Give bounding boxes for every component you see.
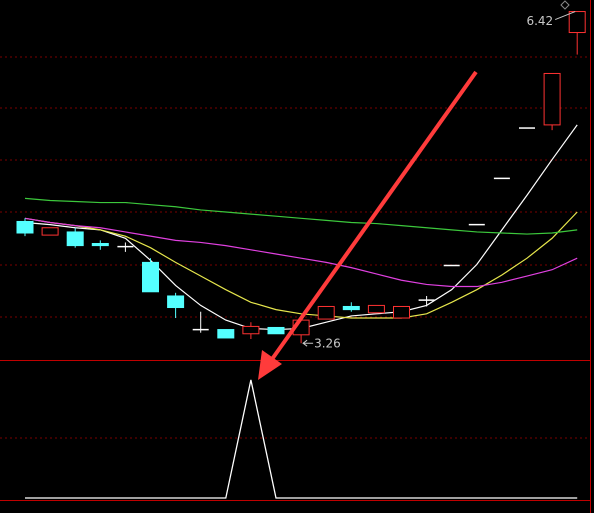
candle-body — [317, 305, 335, 320]
candle-body — [568, 11, 586, 34]
arrow-head — [258, 350, 282, 380]
indicator-line — [25, 379, 578, 499]
candle-body — [217, 329, 235, 339]
candle-body — [167, 295, 185, 309]
corner-icon — [560, 0, 570, 10]
candle-body — [342, 305, 360, 311]
low-label: 3.26 — [314, 337, 341, 351]
candle-body — [66, 231, 84, 247]
ma-line — [24, 197, 578, 235]
arrow-shaft — [268, 70, 478, 364]
candle-body — [393, 305, 410, 319]
high-label: 6.42 — [526, 14, 553, 28]
candle-body — [543, 72, 561, 126]
candle-body — [242, 325, 260, 335]
high-pointer — [555, 11, 576, 21]
candle-body — [41, 227, 59, 236]
candle-body — [16, 220, 34, 234]
plot: 6.42 3.26 — [16, 11, 586, 499]
candle-body — [367, 304, 385, 314]
red-arrow — [258, 70, 478, 380]
candle-body — [142, 261, 159, 293]
ma-line — [24, 217, 578, 288]
ma-line — [24, 124, 578, 331]
low-pointer — [302, 339, 314, 347]
candle-body — [91, 242, 109, 247]
candle-body — [267, 326, 285, 335]
